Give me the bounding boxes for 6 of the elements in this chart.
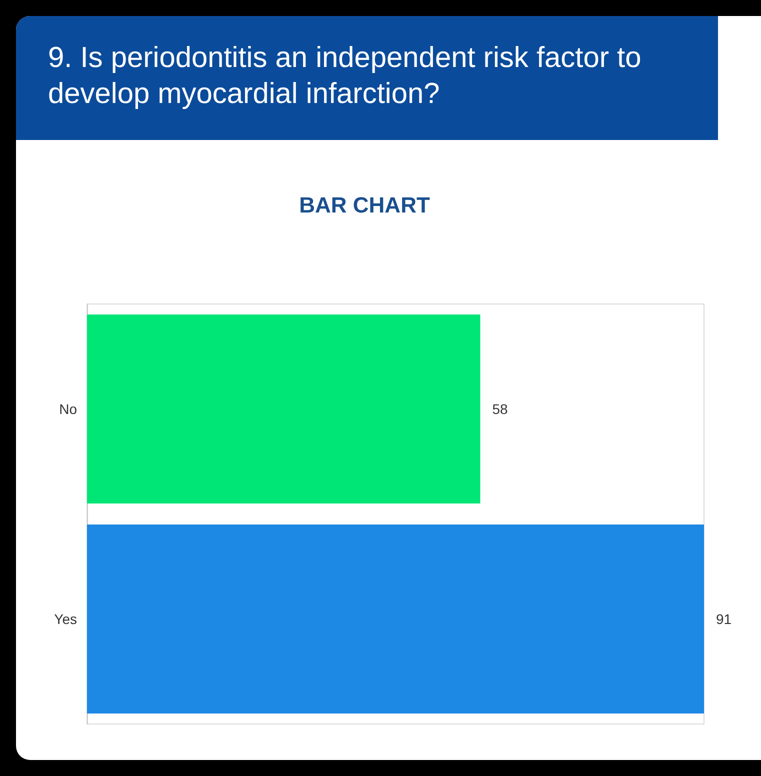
chart-subtitle: BAR CHART [299, 192, 430, 218]
chart-title: 9. Is periodontitis an independent risk factor to develop myocardial infarction? [16, 16, 718, 140]
y-tick-label: No [59, 401, 78, 417]
data-label: 91 [716, 611, 732, 627]
y-tick-label: Yes [54, 611, 77, 627]
data-label: 58 [492, 401, 508, 417]
